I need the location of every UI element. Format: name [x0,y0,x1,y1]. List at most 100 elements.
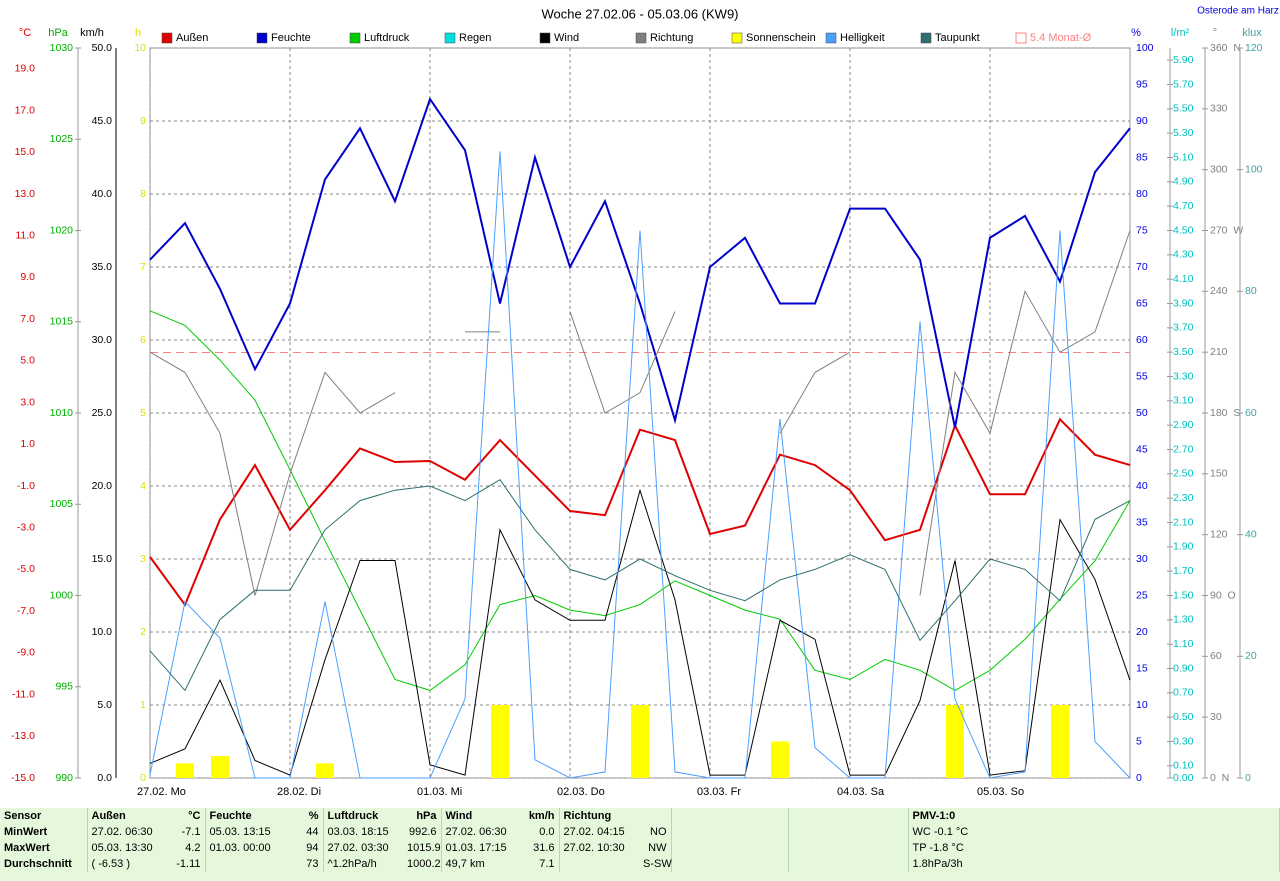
table-cell: TP -1.8 °C [908,840,1280,856]
y-tick-label: 70 [1136,261,1148,273]
table-cell: 1000.2 [403,856,442,872]
y-tick-label: 360 N [1210,42,1241,54]
empty-cell [671,856,789,872]
y-tick-label: 20 [1245,650,1257,662]
legend-swatch [444,32,456,44]
y-tick-label: 1000 [50,589,74,601]
axis-unit: °C [19,27,31,39]
y-tick-label: 0 N [1210,772,1229,784]
y-tick-label: 1.30 [1173,614,1194,626]
bar [946,705,964,778]
y-tick-label: 150 [1210,468,1228,480]
table-cell: km/h [521,808,560,824]
y-tick-label: 25.0 [92,407,113,419]
legend-label: Wind [554,32,579,44]
y-tick-label: 5 [1136,735,1142,747]
table-cell: S-SW [639,856,672,872]
y-tick-label: 5.10 [1173,151,1194,163]
series-line [149,230,1131,596]
y-tick-label: 0.70 [1173,687,1194,699]
y-tick-label: 85 [1136,151,1148,163]
y-tick-label: 990 [55,772,73,784]
legend-label: Helligkeit [840,32,885,44]
bar [176,763,194,778]
legend-swatch [731,32,743,44]
empty-cell [671,824,789,840]
y-tick-label: 330 [1210,103,1228,115]
table-cell: % [285,808,324,824]
series-line [149,96,1131,428]
y-tick-label: 1.90 [1173,541,1194,553]
bar [211,756,229,778]
y-tick-label: 3 [140,553,146,565]
legend-swatch [920,32,932,44]
axis-unit: ° [1213,27,1217,39]
table-cell: 7.1 [521,856,560,872]
bar [771,741,789,778]
y-tick-label: 6 [140,334,146,346]
y-tick-label: -3.0 [17,521,35,533]
y-tick-label: 8 [140,188,146,200]
y-tick-label: 60 [1136,334,1148,346]
y-tick-label: 1010 [50,407,74,419]
table-cell: Luftdruck [327,810,379,822]
y-tick-label: 3.10 [1173,395,1194,407]
legend-label: Taupunkt [935,32,980,44]
y-tick-label: 3.90 [1173,297,1194,309]
y-tick-label: 13.0 [15,188,36,200]
table-cell: 03.03. 18:15 [327,826,389,838]
table-cell [559,856,639,872]
y-tick-label: 4.50 [1173,224,1194,236]
x-tick-label: 04.03. Sa [837,786,885,798]
y-tick-label: 100 [1245,163,1263,175]
y-tick-label: 2.30 [1173,492,1194,504]
y-tick-label: 0.0 [97,772,112,784]
table-cell: 27.02. 03:30 [327,842,389,854]
y-tick-label: 45.0 [92,115,113,127]
y-tick-label: 3.70 [1173,322,1194,334]
table-cell: Durchschnitt [0,856,88,872]
y-tick-label: 2.50 [1173,468,1194,480]
table-cell: NW [639,840,672,856]
legend-swatch [349,32,361,44]
x-tick-label: 02.03. Do [557,786,605,798]
table-cell: 01.03. 17:15 [445,842,507,854]
y-tick-label: 1030 [50,42,74,54]
y-tick-label: 3.30 [1173,370,1194,382]
y-tick-label: 35 [1136,516,1148,528]
table-cell: Richtung [563,810,612,822]
y-tick-label: 10.0 [92,626,113,638]
location: Osterode am Harz [1197,6,1279,17]
table-cell: Sensor [0,808,88,824]
y-tick-label: 1.70 [1173,565,1194,577]
y-tick-label: 4.10 [1173,273,1194,285]
y-tick-label: 10 [134,42,146,54]
table-cell [639,808,672,824]
y-tick-label: 4 [140,480,146,492]
y-tick-label: 5 [140,407,146,419]
y-tick-label: 2 [140,626,146,638]
table-cell: 4.2 [167,840,206,856]
y-tick-label: 65 [1136,297,1148,309]
y-tick-label: 1025 [50,133,74,145]
y-tick-label: 995 [55,681,73,693]
y-tick-label: 60 [1245,407,1257,419]
y-tick-label: 100 [1136,42,1154,54]
y-tick-label: 1.0 [20,438,35,450]
table-cell: ^1.2hPa/h [327,858,377,870]
y-tick-label: 9 [140,115,146,127]
empty-cell [671,808,789,824]
legend-swatch [635,32,647,44]
y-tick-label: 1.10 [1173,638,1194,650]
y-tick-label: -7.0 [17,605,35,617]
y-tick-label: 240 [1210,285,1228,297]
y-tick-label: 50 [1136,407,1148,419]
y-tick-label: -11.0 [12,688,35,700]
y-tick-label: 30.0 [92,334,113,346]
y-tick-label: 4.30 [1173,249,1194,261]
chart: Woche 27.02.06 - 05.03.06 (KW9) Osterode… [11,6,1279,798]
table-row: Durchschnitt( -6.53 ) -1.11 73 ^1.2hPa/h 100… [0,856,1280,872]
y-tick-label: 40 [1245,528,1257,540]
y-tick-label: 0.00 [1173,772,1194,784]
